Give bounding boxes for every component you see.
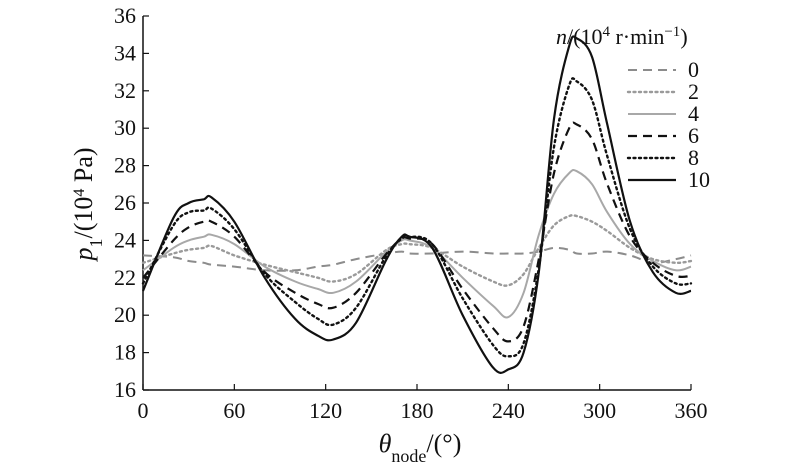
- x-axis-label-tail: /(°): [426, 429, 461, 458]
- x-tick-label: 120: [309, 398, 342, 423]
- legend-title-sup1: 4: [602, 24, 610, 40]
- legend-title: n/(104 r·min−1): [556, 24, 688, 49]
- series-lines: [141, 35, 693, 374]
- y-tick-labels: 16 18 20 22 24 26 28 30 32 34 36: [114, 3, 136, 402]
- legend-label-0: 0: [688, 57, 699, 82]
- y-tick-label: 30: [114, 115, 136, 140]
- x-axis-label-main: θ: [379, 429, 392, 458]
- y-tick-label: 24: [114, 227, 136, 252]
- legend-title-post: ): [680, 24, 687, 49]
- y-axis-label: p1/(104 Pa): [69, 147, 106, 262]
- x-axis-label-sub: node: [391, 446, 426, 465]
- y-axis-label-sub: 1: [86, 239, 106, 248]
- y-tick-label: 26: [114, 190, 136, 215]
- series-line-8: [141, 77, 693, 358]
- y-axis-label-tail: /(10: [69, 197, 98, 239]
- y-tick-label: 36: [114, 3, 136, 28]
- y-tick-label: 16: [114, 377, 136, 402]
- legend-title-sup2: −1: [664, 24, 680, 40]
- x-tick-label: 240: [492, 398, 525, 423]
- tick-marks: [142, 15, 692, 391]
- y-axis-label-unit: Pa): [69, 147, 98, 188]
- x-tick-labels: 0 60 120 180 240 300 360: [138, 398, 708, 423]
- x-tick-label: 60: [223, 398, 245, 423]
- y-axis-label-sup: 4: [71, 189, 88, 197]
- y-tick-label: 22: [114, 265, 136, 290]
- legend-label-8: 8: [688, 145, 699, 170]
- legend-label-6: 6: [688, 123, 699, 148]
- axes: [142, 16, 691, 391]
- y-tick-label: 20: [114, 302, 136, 327]
- x-tick-label: 180: [401, 398, 434, 423]
- x-tick-label: 0: [138, 398, 149, 423]
- y-axis-label-main: p: [69, 248, 98, 263]
- x-tick-label: 300: [583, 398, 616, 423]
- series-line-0: [142, 246, 692, 272]
- legend-label-4: 4: [688, 101, 699, 126]
- legend-title-pre: /(10: [567, 24, 602, 49]
- legend-label-2: 2: [688, 79, 699, 104]
- legend-title-var: n: [556, 24, 567, 49]
- x-axis-label: θnode/(°): [379, 429, 462, 465]
- y-tick-label: 18: [114, 340, 136, 365]
- legend-title-mid: r·min: [610, 24, 664, 49]
- legend-label-10: 10: [688, 167, 710, 192]
- x-tick-label: 360: [675, 398, 708, 423]
- y-tick-label: 32: [114, 78, 136, 103]
- y-tick-label: 28: [114, 153, 136, 178]
- series-line-2: [141, 213, 693, 287]
- y-tick-label: 34: [114, 40, 136, 65]
- series-line-10: [141, 35, 692, 374]
